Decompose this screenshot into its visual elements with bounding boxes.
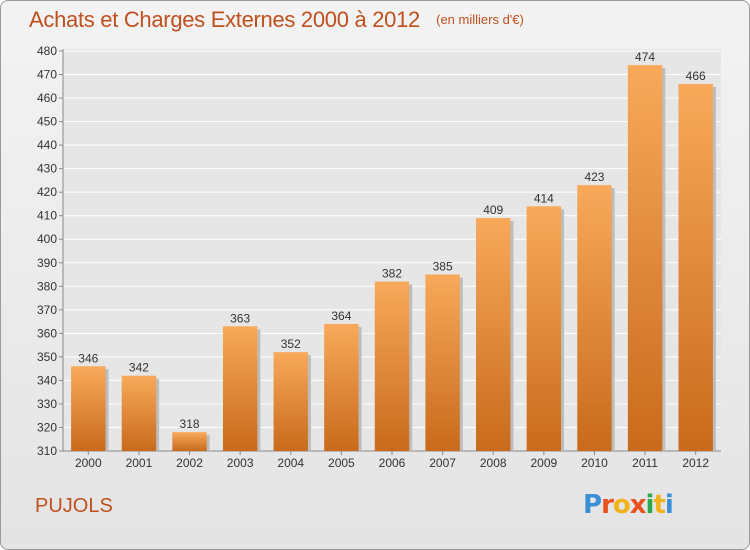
bar-value-label: 385 <box>433 260 453 274</box>
x-tick-label: 2005 <box>328 456 355 470</box>
bar <box>172 432 207 451</box>
bar <box>273 352 308 451</box>
y-tick-label: 420 <box>37 185 57 199</box>
y-tick-label: 400 <box>37 232 57 246</box>
commune-name: PUJOLS <box>35 495 113 517</box>
y-tick-label: 320 <box>37 420 57 434</box>
bar <box>476 218 511 451</box>
y-tick-label: 480 <box>37 44 57 58</box>
y-tick-label: 460 <box>37 91 57 105</box>
chart-subtitle: (en milliers d'€) <box>436 12 524 27</box>
bar <box>222 326 258 451</box>
bar <box>526 206 562 451</box>
x-tick-label: 2003 <box>227 456 254 470</box>
y-tick-label: 450 <box>37 115 57 129</box>
x-tick-label: 2001 <box>126 456 153 470</box>
y-tick-label: 440 <box>37 138 57 152</box>
bar-value-label: 342 <box>129 361 149 375</box>
x-tick-label: 2007 <box>429 456 456 470</box>
logo-letter: i <box>664 490 674 520</box>
bar-value-label: 363 <box>230 311 250 325</box>
bar <box>627 65 663 451</box>
x-tick-label: 2004 <box>277 456 304 470</box>
logo-letter: P <box>583 490 602 520</box>
chart-title-block: Achats et Charges Externes 2000 à 2012 (… <box>29 7 524 33</box>
bar-value-label: 382 <box>382 267 402 281</box>
bar-value-label: 409 <box>483 203 503 217</box>
bar <box>324 323 359 451</box>
x-tick-label: 2009 <box>530 456 557 470</box>
x-tick-label: 2008 <box>480 456 507 470</box>
y-tick-label: 350 <box>37 350 57 364</box>
y-tick-label: 470 <box>37 68 57 82</box>
x-tick-label: 2006 <box>379 456 406 470</box>
logo-letter: r <box>601 490 614 520</box>
bar-value-label: 423 <box>584 170 604 184</box>
bar <box>678 83 713 452</box>
chart-title: Achats et Charges Externes 2000 à 2012 <box>29 7 420 32</box>
y-tick-label: 310 <box>37 444 57 458</box>
logo-letter: i <box>645 490 655 520</box>
bar <box>121 375 157 451</box>
y-tick-label: 380 <box>37 279 57 293</box>
x-tick-label: 2002 <box>176 456 203 470</box>
y-tick-label: 340 <box>37 373 57 387</box>
bar-value-label: 346 <box>78 351 98 365</box>
y-tick-label: 410 <box>37 209 57 223</box>
y-tick-label: 390 <box>37 256 57 270</box>
y-tick-label: 330 <box>37 397 57 411</box>
bar <box>577 185 612 451</box>
bar <box>425 274 460 451</box>
bar-value-label: 352 <box>281 337 301 351</box>
bar <box>374 281 410 451</box>
x-tick-label: 2011 <box>632 456 658 470</box>
bar <box>71 366 106 451</box>
x-tick-label: 2000 <box>75 456 102 470</box>
bar-value-label: 364 <box>331 309 351 323</box>
y-tick-label: 430 <box>37 162 57 176</box>
bar-value-label: 466 <box>686 69 706 83</box>
logo-letter: t <box>653 490 665 520</box>
logo-letter: x <box>629 490 647 520</box>
bar-value-label: 474 <box>635 50 655 64</box>
x-tick-label: 2010 <box>581 456 608 470</box>
logo-letter: o <box>612 490 631 520</box>
proxiti-logo[interactable]: Proxiti <box>583 490 674 520</box>
bar-value-label: 318 <box>180 417 200 431</box>
y-tick-label: 370 <box>37 303 57 317</box>
y-tick-label: 360 <box>37 326 57 340</box>
bar-value-label: 414 <box>534 191 554 205</box>
x-tick-label: 2012 <box>682 456 709 470</box>
